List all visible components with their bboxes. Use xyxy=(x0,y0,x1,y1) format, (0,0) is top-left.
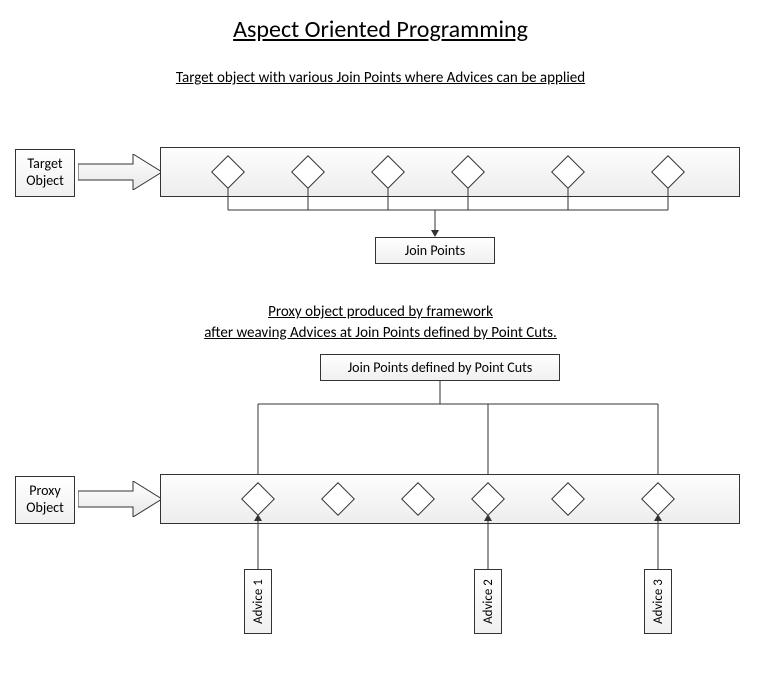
advices-connector xyxy=(10,349,750,649)
join-points-label-box: Join Points xyxy=(375,237,495,264)
section2-subtitle-line2: after weaving Advices at Join Points def… xyxy=(204,324,557,342)
join-points-label: Join Points xyxy=(405,242,466,259)
advice-label: Advice 3 xyxy=(651,579,666,624)
advice-box: Advice 3 xyxy=(644,569,672,634)
advice-label: Advice 2 xyxy=(481,579,496,624)
section2-subtitle-line1: Proxy object produced by framework xyxy=(268,303,493,321)
advice-box: Advice 2 xyxy=(474,569,502,634)
section1-diagram: Target Object Join Points xyxy=(10,102,751,272)
advice-box: Advice 1 xyxy=(244,569,272,634)
main-title: Aspect Oriented Programming xyxy=(10,15,751,44)
section2-diagram: Join Points defined by Point Cuts Proxy … xyxy=(10,349,751,649)
section1-subtitle: Target object with various Join Points w… xyxy=(10,69,751,87)
advice-label: Advice 1 xyxy=(251,579,266,624)
section2-subtitle: Proxy object produced by framework after… xyxy=(10,302,751,344)
